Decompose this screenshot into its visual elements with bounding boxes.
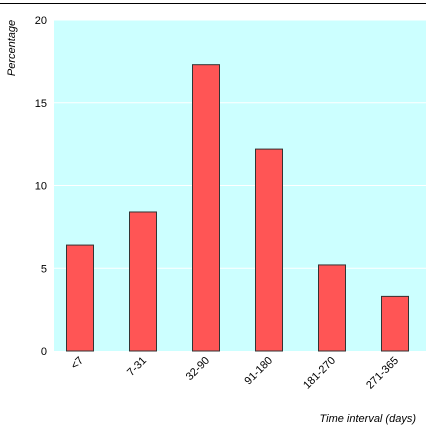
y-tick-label: 10 <box>35 181 47 193</box>
bar <box>381 295 409 352</box>
gridlines <box>54 19 426 269</box>
bar <box>255 148 283 352</box>
y-tick-label: 15 <box>35 98 47 110</box>
x-tick-label: 32-90 <box>184 355 212 383</box>
x-tick-label: 271-365 <box>364 355 401 392</box>
x-tick-label: 91-180 <box>242 355 275 388</box>
y-tick-label: 20 <box>35 15 47 27</box>
bar <box>192 64 220 352</box>
y-axis-ticks: 0 5 10 15 20 <box>35 15 47 358</box>
x-tick-label: <7 <box>69 355 86 372</box>
y-tick-label: 0 <box>41 346 47 358</box>
x-axis-title: Time interval (days) <box>320 413 417 425</box>
x-tick-label: 7-31 <box>125 355 149 379</box>
y-tick-label: 5 <box>41 263 47 275</box>
y-axis-title: Percentage <box>6 20 18 76</box>
bar <box>318 264 346 352</box>
x-tick-label: 181-270 <box>301 355 338 392</box>
bars <box>66 64 409 352</box>
bar <box>66 244 94 352</box>
x-axis-ticks: <7 7-31 32-90 91-180 181-270 271-365 <box>69 355 401 392</box>
bar <box>129 211 157 352</box>
top-rule <box>0 3 426 4</box>
